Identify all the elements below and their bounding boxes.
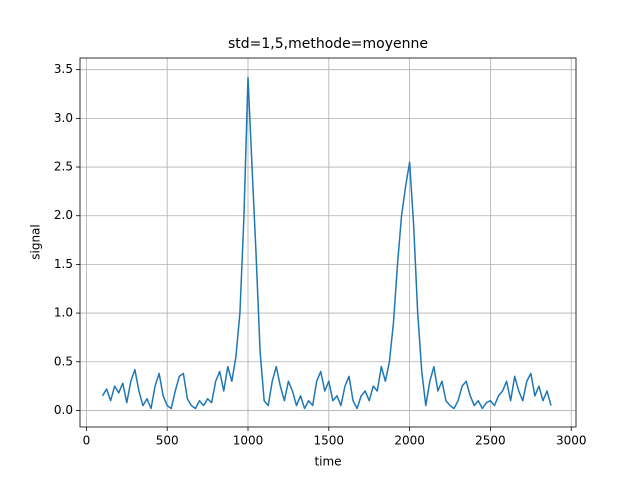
x-tick-label: 500 [156,434,179,448]
y-tick-label: 0.0 [54,403,73,417]
x-tick-label: 2000 [394,434,425,448]
y-tick-label: 2.5 [54,160,73,174]
x-tick-label: 2500 [475,434,506,448]
y-tick-label: 3.0 [54,111,73,125]
plot-frame [79,57,577,428]
chart-title: std=1,5,methode=moyenne [228,36,428,52]
x-tick-label: 3000 [556,434,587,448]
data-line [101,76,552,410]
x-tick-label: 1000 [233,434,264,448]
y-tick-label: 3.5 [54,62,73,76]
y-tick-label: 0.5 [54,354,73,368]
y-axis-label: signal [29,224,43,260]
y-tick-label: 2.0 [54,208,73,222]
x-tick-label: 0 [83,434,91,448]
x-tick-label: 1500 [314,434,345,448]
y-tick-label: 1.0 [54,306,73,320]
x-axis-label: time [314,455,341,469]
y-tick-label: 1.5 [54,257,73,271]
